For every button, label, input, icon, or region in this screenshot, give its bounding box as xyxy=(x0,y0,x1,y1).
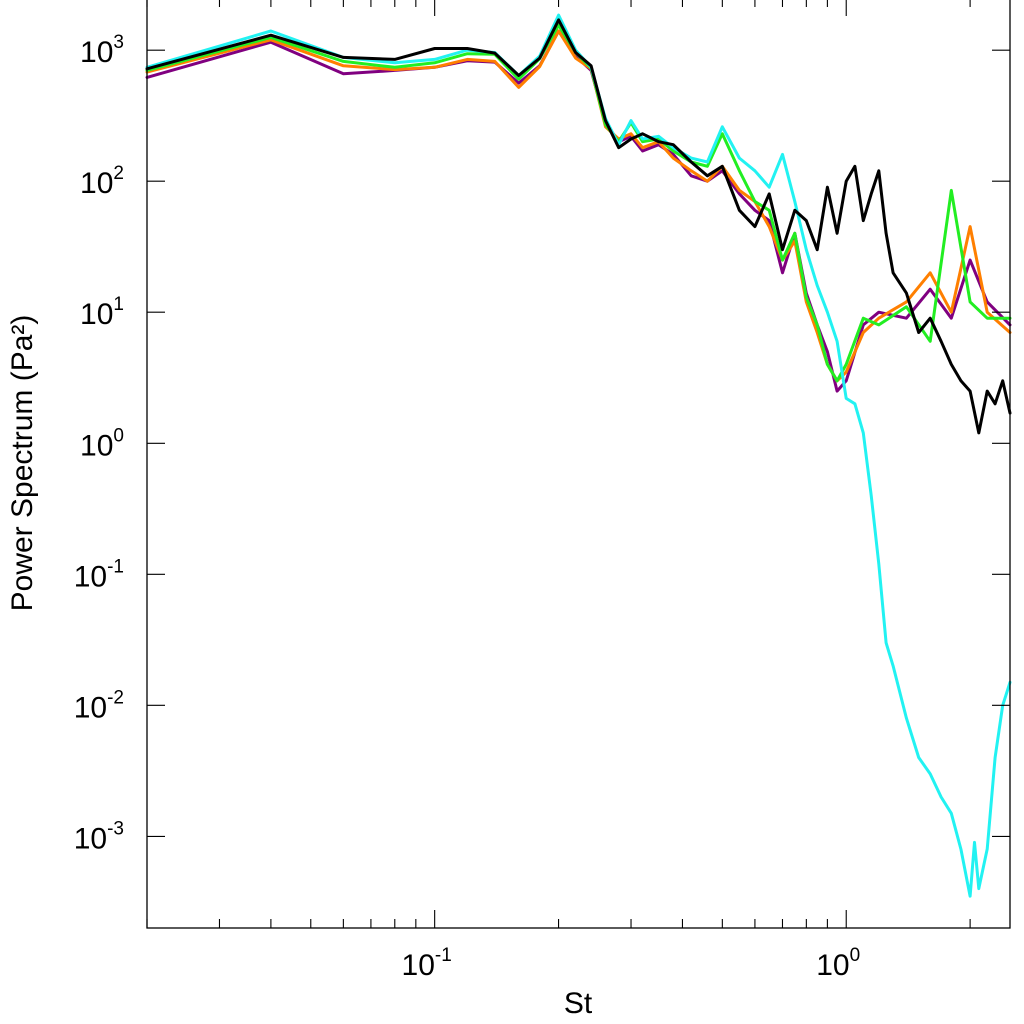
tick-label-exponent: 1 xyxy=(113,294,124,315)
y-tick-label: 101 xyxy=(80,294,124,331)
x-tick-label: 10-1 xyxy=(402,945,452,982)
tick-label-exponent: 2 xyxy=(113,163,124,184)
tick-label-base: 10 xyxy=(74,691,107,724)
tick-label-base: 10 xyxy=(816,949,849,982)
tick-label-exponent: -2 xyxy=(107,687,124,708)
plot-frame xyxy=(146,0,1011,929)
tick-label-exponent: -1 xyxy=(107,556,124,577)
series-line-green xyxy=(145,23,1012,383)
y-tick-label: 102 xyxy=(80,163,124,200)
x-axis-title: St xyxy=(564,987,593,1020)
tick-label-base: 10 xyxy=(74,560,107,593)
tick-label-exponent: -1 xyxy=(435,945,452,966)
series-line-purple xyxy=(145,29,1012,393)
tick-label-base: 10 xyxy=(402,949,435,982)
y-tick-label: 10-2 xyxy=(74,687,124,724)
x-tick-label: 100 xyxy=(816,945,860,982)
y-tick-label: 100 xyxy=(80,425,124,462)
y-tick-label: 10-3 xyxy=(74,818,124,855)
tick-label-exponent: 0 xyxy=(850,945,861,966)
tick-label-exponent: 3 xyxy=(113,32,124,53)
tick-label-exponent: -3 xyxy=(107,818,124,839)
series-line-orange xyxy=(145,29,1012,383)
tick-label-base: 10 xyxy=(80,167,113,200)
tick-label-base: 10 xyxy=(80,429,113,462)
tick-label-base: 10 xyxy=(80,36,113,69)
y-tick-label: 10-1 xyxy=(74,556,124,593)
tick-label-base: 10 xyxy=(74,822,107,855)
tick-label-base: 10 xyxy=(80,298,113,331)
y-axis-title: Power Spectrum (Pa²) xyxy=(6,315,39,612)
series-line-black xyxy=(145,18,1012,435)
ticks-layer xyxy=(146,0,1010,928)
series-line-cyan xyxy=(145,13,1012,898)
y-tick-label: 103 xyxy=(80,32,124,69)
series-layer xyxy=(145,13,1012,898)
tick-label-exponent: 0 xyxy=(113,425,124,446)
